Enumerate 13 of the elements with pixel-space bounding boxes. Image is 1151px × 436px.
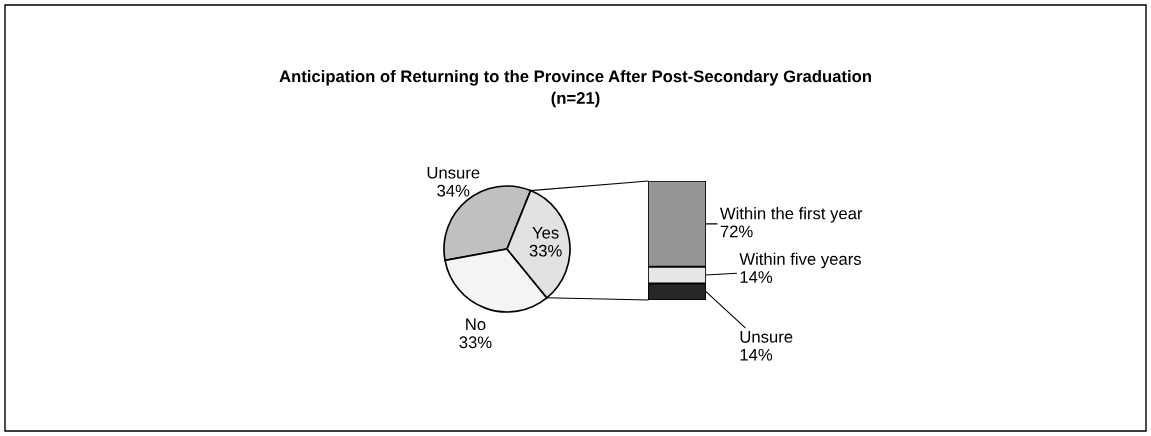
- slice-label: Yes: [532, 227, 559, 239]
- chart-title: Anticipation of Returning to the Province After Post-Secondary Graduation (n=21): [279, 70, 871, 108]
- data-label: 34%: [437, 184, 470, 197]
- slice-label: No: [466, 318, 486, 331]
- data-label: 14%: [740, 348, 773, 361]
- text: Unsure: [740, 331, 793, 343]
- data-label: 33%: [459, 336, 492, 349]
- series-label: Within the first year: [719, 207, 863, 223]
- data-label: 33%: [529, 244, 562, 257]
- slice-label: Unsure: [427, 166, 480, 179]
- data-label: 14%: [740, 271, 773, 283]
- data-label: 72%: [720, 225, 753, 238]
- text: Within five years: [739, 252, 861, 269]
